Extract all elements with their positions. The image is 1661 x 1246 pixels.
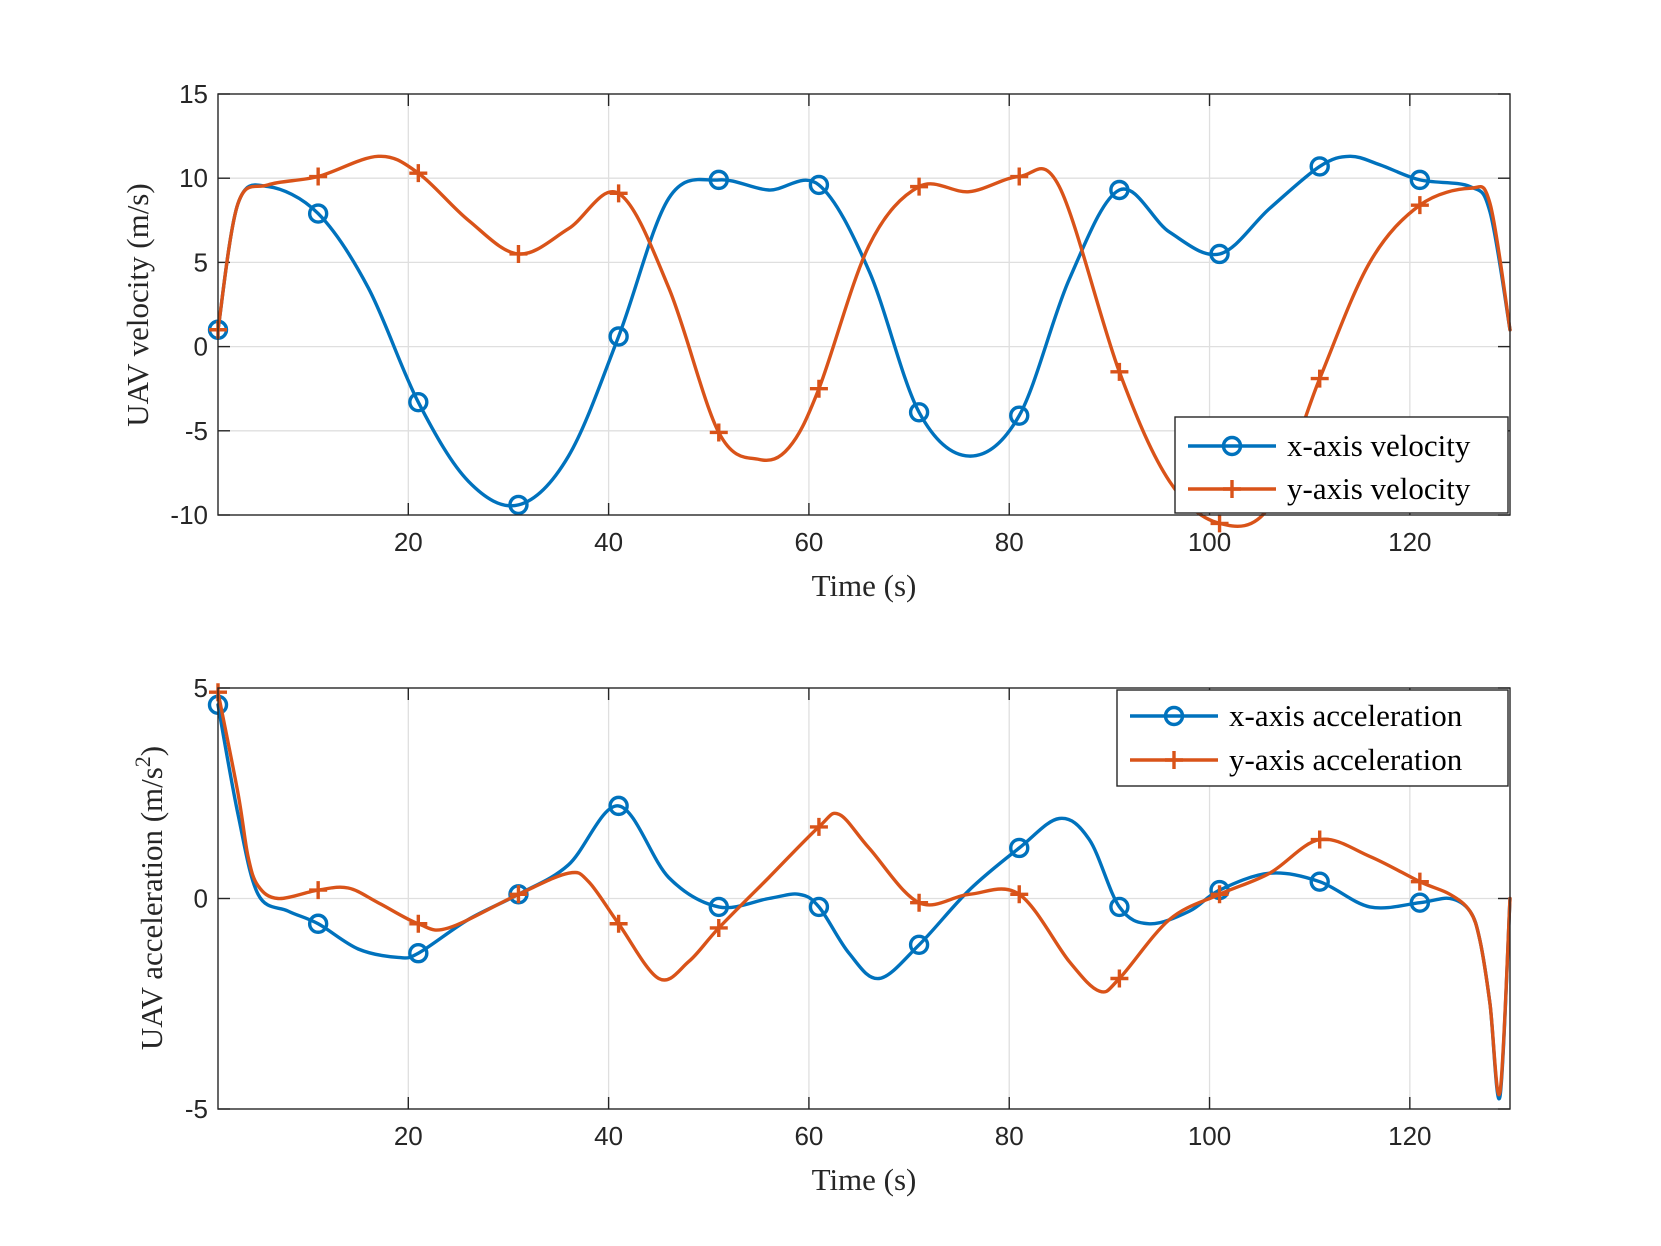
y-axis-velocity-marker [910, 177, 929, 196]
y-axis-velocity-marker [1110, 362, 1129, 381]
x-axis-velocity-line [216, 154, 1512, 508]
y-axis-acceleration-marker [910, 893, 929, 912]
acceleration-y-tick-label: 0 [194, 884, 208, 914]
acceleration-x-axis-title: Time (s) [812, 1162, 917, 1197]
velocity-axes-frame [217, 93, 1511, 516]
x-axis-acceleration-marker [307, 913, 329, 934]
y-axis-velocity-marker [609, 184, 628, 203]
y-axis-acceleration-marker [409, 914, 428, 933]
acceleration-x-tick-label: 60 [794, 1121, 823, 1151]
acceleration-legend: x-axis acceleration y-axis acceleration [1116, 689, 1509, 787]
acceleration-axes-frame [217, 687, 1511, 1110]
velocity-legend: x-axis velocity y-axis velocity [1174, 416, 1509, 514]
velocity-series [207, 154, 1512, 533]
acceleration-x-tick-label: 100 [1188, 1121, 1231, 1151]
x-axis-velocity-marker [808, 174, 830, 196]
y-axis-acceleration-marker [809, 817, 828, 836]
velocity-legend-x-marker [1221, 435, 1243, 457]
x-axis-velocity-marker [508, 494, 529, 516]
x-axis-acceleration-marker [1309, 871, 1330, 892]
y-axis-acceleration-marker [709, 918, 728, 937]
acceleration-y-tick-label: 5 [194, 673, 208, 703]
x-axis-acceleration-marker [708, 896, 729, 918]
x-axis-velocity-marker [908, 402, 930, 423]
x-axis-velocity-marker [708, 169, 729, 191]
velocity-x-axis-title: Time (s) [812, 568, 917, 603]
x-axis-velocity-marker [1209, 243, 1230, 265]
y-axis-velocity-marker [1410, 196, 1429, 215]
x-axis-acceleration-marker [1409, 892, 1431, 913]
y-axis-velocity-marker [1310, 369, 1329, 388]
velocity-y-tick-label: -10 [170, 500, 208, 530]
y-axis-acceleration-marker [309, 881, 328, 900]
acceleration-legend-box [1116, 689, 1509, 787]
acceleration-y-axis-title: UAV acceleration (m/s2) [130, 746, 169, 1050]
y-axis-acceleration-marker [1010, 885, 1029, 904]
velocity-x-tick-label: 80 [995, 527, 1024, 557]
velocity-x-tick-label: 120 [1388, 527, 1431, 557]
x-axis-velocity-marker [608, 326, 629, 347]
y-axis-velocity-marker [809, 379, 828, 398]
x-axis-acceleration-marker [1109, 896, 1130, 918]
velocity-legend-x-label: x-axis velocity [1287, 428, 1471, 463]
x-axis-velocity-marker [307, 203, 329, 224]
velocity-legend-y-marker [1223, 480, 1241, 498]
acceleration-legend-y-marker [1165, 751, 1183, 769]
acceleration-legend-x-marker [1163, 705, 1185, 727]
acceleration-subplot: 20 40 60 80 100 120 -5 0 5 Time (s) UAV accelera… [130, 673, 1512, 1197]
x-axis-acceleration-marker [808, 896, 830, 918]
acceleration-y-axis-title-superscript: 2 [130, 756, 155, 767]
x-axis-velocity-marker [408, 391, 429, 413]
velocity-legend-y-label: y-axis velocity [1287, 471, 1471, 506]
y-axis-velocity-marker [1210, 514, 1229, 533]
acceleration-x-tick-label: 80 [995, 1121, 1024, 1151]
velocity-legend-box [1174, 416, 1509, 514]
acceleration-legend-x-label: x-axis acceleration [1229, 698, 1463, 733]
y-axis-velocity-marker [709, 423, 728, 442]
velocity-y-axis-title: UAV velocity (m/s) [120, 183, 155, 426]
velocity-x-tick-label: 40 [594, 527, 623, 557]
velocity-y-tick-label: 5 [194, 247, 208, 277]
velocity-x-tick-label: 60 [794, 527, 823, 557]
y-axis-velocity-marker [309, 167, 328, 186]
y-axis-acceleration-marker [1410, 872, 1429, 891]
x-axis-acceleration-marker [408, 943, 429, 964]
x-axis-velocity-marker [1009, 405, 1030, 426]
velocity-y-tick-label: 0 [194, 332, 208, 362]
velocity-y-tick-label: 10 [179, 163, 208, 193]
acceleration-y-axis-title-suffix: ) [134, 746, 169, 756]
y-axis-acceleration-marker [609, 914, 628, 933]
velocity-ticks: 20 40 60 80 100 120 -10 -5 0 5 10 15 [170, 79, 1510, 557]
y-axis-velocity-marker [509, 244, 528, 263]
y-axis-acceleration-line [216, 690, 1512, 1097]
x-axis-acceleration-marker [908, 934, 930, 956]
velocity-x-tick-label: 100 [1188, 527, 1231, 557]
velocity-subplot: 20 40 60 80 100 120 -10 -5 0 5 10 15 Time (s) UAV v… [120, 79, 1512, 603]
y-axis-acceleration-marker [1210, 885, 1229, 904]
x-axis-velocity-marker [1309, 156, 1330, 177]
acceleration-y-axis-title-main: UAV acceleration (m/s [134, 767, 169, 1050]
acceleration-x-tick-label: 40 [594, 1121, 623, 1151]
acceleration-x-tick-label: 120 [1388, 1121, 1431, 1151]
velocity-y-tick-label: 15 [179, 79, 208, 109]
y-axis-acceleration-marker [509, 885, 528, 904]
x-axis-velocity-marker [1109, 179, 1130, 201]
x-axis-acceleration-marker [1009, 837, 1030, 859]
y-axis-acceleration-marker [1310, 830, 1329, 849]
y-axis-velocity-marker [409, 164, 428, 183]
acceleration-legend-y-label: y-axis acceleration [1229, 742, 1463, 777]
velocity-y-tick-label: -5 [185, 416, 208, 446]
acceleration-x-tick-label: 20 [394, 1121, 423, 1151]
x-axis-velocity-marker [1409, 169, 1431, 191]
y-axis-acceleration-marker [1110, 969, 1129, 988]
y-axis-velocity-marker [1010, 167, 1029, 186]
velocity-x-tick-label: 20 [394, 527, 423, 557]
x-axis-acceleration-marker [608, 795, 629, 817]
acceleration-ticks: 20 40 60 80 100 120 -5 0 5 [185, 673, 1510, 1151]
acceleration-y-tick-label: -5 [185, 1094, 208, 1124]
